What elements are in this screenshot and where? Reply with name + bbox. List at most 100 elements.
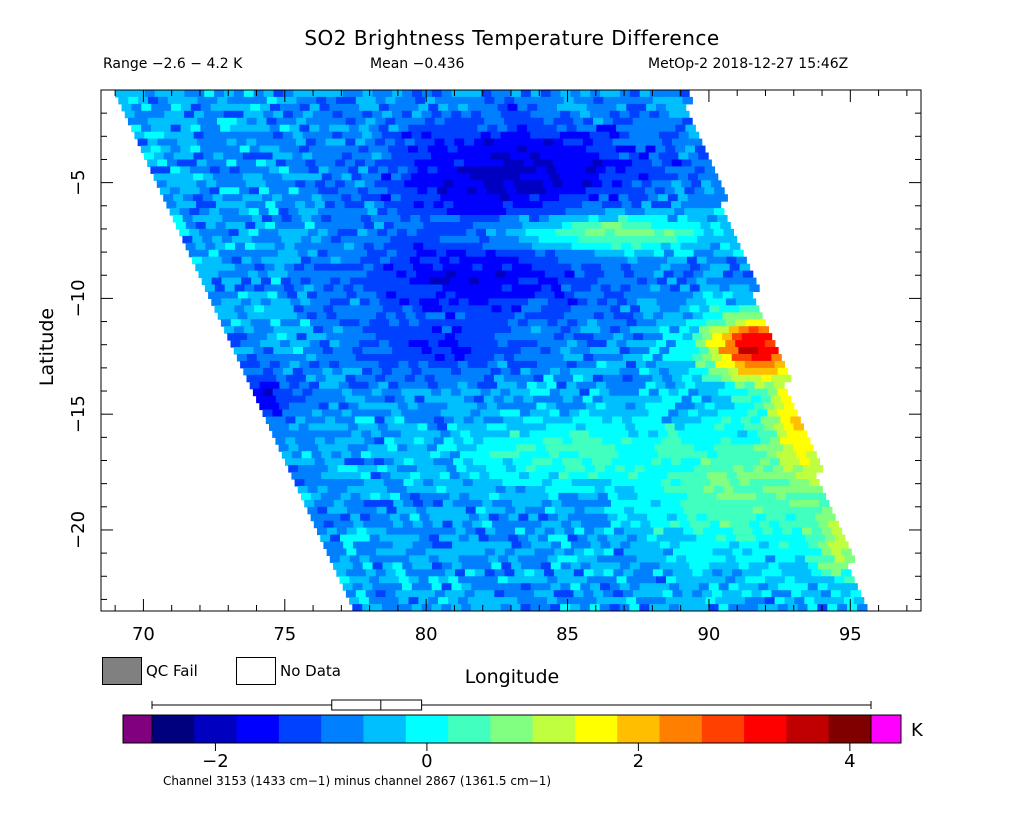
heatmap-cell (434, 138, 445, 147)
heatmap-cell (765, 513, 777, 522)
heatmap-cell (309, 145, 320, 154)
heatmap-cell (719, 305, 730, 313)
heatmap-cell (303, 305, 314, 313)
heatmap-cell (401, 347, 413, 355)
heatmap-cell (639, 583, 651, 591)
heatmap-cell (397, 402, 409, 411)
heatmap-cell (154, 90, 166, 98)
heatmap-cell (270, 277, 282, 286)
heatmap-cell (328, 423, 339, 431)
heatmap-cell (256, 374, 267, 383)
heatmap-cell (349, 103, 360, 112)
heatmap-cell (473, 437, 484, 445)
heatmap-cell (461, 604, 472, 611)
heatmap-cell (256, 96, 268, 105)
heatmap-cell (331, 173, 343, 181)
heatmap-cell (482, 520, 493, 529)
heatmap-cell (582, 180, 593, 188)
heatmap-cell (509, 430, 521, 438)
heatmap-cell (196, 180, 207, 188)
heatmap-cell (821, 569, 832, 577)
heatmap-cell (170, 166, 181, 174)
heatmap-cell (598, 173, 610, 181)
heatmap-cell (470, 409, 481, 417)
heatmap-cell (601, 201, 613, 209)
heatmap-cell (475, 506, 487, 515)
heatmap-cell (766, 472, 777, 480)
heatmap-cell (646, 597, 657, 605)
heatmap-cell (224, 284, 236, 292)
heatmap-cell (728, 562, 740, 570)
heatmap-cell (377, 228, 388, 237)
heatmap-cell (711, 374, 723, 383)
heatmap-cell (377, 444, 388, 452)
heatmap-cell (777, 409, 788, 417)
heatmap-cell (583, 590, 594, 598)
heatmap-cell (255, 180, 267, 188)
heatmap-cell (716, 298, 727, 306)
heatmap-cell (708, 583, 720, 591)
heatmap-cell (687, 451, 698, 459)
heatmap-cell (278, 208, 289, 216)
heatmap-cell (528, 235, 540, 244)
heatmap-cell (305, 159, 316, 167)
heatmap-cell (718, 583, 730, 591)
heatmap-cell (678, 152, 689, 160)
heatmap-cell (638, 388, 650, 397)
heatmap-cell (370, 256, 381, 265)
heatmap-cell (654, 249, 665, 258)
heatmap-cell (307, 486, 319, 494)
heatmap-cell (282, 409, 293, 417)
heatmap-cell (393, 222, 405, 230)
heatmap-cell (357, 486, 368, 494)
satellite-time-text: MetOp-2 2018-12-27 15:46Z (648, 56, 849, 72)
heatmap-cell (432, 305, 443, 313)
heatmap-cell (337, 249, 348, 258)
heatmap-cell (266, 333, 278, 341)
heatmap-cell (482, 284, 493, 292)
heatmap-cell (273, 367, 284, 376)
heatmap-cell (312, 152, 323, 160)
heatmap-cell (636, 576, 647, 584)
heatmap-cell (254, 305, 265, 313)
heatmap-cell (612, 374, 624, 383)
heatmap-cell (613, 312, 624, 320)
heatmap-cell (747, 409, 758, 417)
heatmap-cell (788, 583, 799, 591)
heatmap-cell (564, 312, 575, 320)
heatmap-cell (504, 590, 515, 598)
heatmap-cell (520, 90, 532, 98)
heatmap-cell (544, 312, 555, 320)
heatmap-cell (456, 486, 467, 494)
heatmap-cell (625, 423, 636, 431)
heatmap-cell (811, 527, 823, 536)
heatmap-cell (182, 235, 193, 244)
heatmap-cell (249, 124, 261, 133)
heatmap-cell (530, 90, 542, 98)
heatmap-cell (378, 145, 389, 154)
heatmap-cell (520, 604, 531, 611)
heatmap-cell (455, 312, 466, 320)
heatmap-cell (333, 562, 344, 570)
heatmap-cell (354, 201, 365, 209)
heatmap-cell (785, 555, 796, 563)
heatmap-cell (326, 527, 338, 536)
heatmap-cell (580, 347, 591, 355)
heatmap-cell (414, 416, 425, 424)
heatmap-cell (547, 298, 559, 306)
heatmap-cell (732, 527, 744, 536)
heatmap-cell (769, 520, 780, 529)
heatmap-cell (618, 194, 629, 202)
heatmap-cell (308, 402, 320, 411)
heatmap-cell (457, 423, 468, 431)
heatmap-cell (511, 284, 523, 292)
heatmap-cell (677, 215, 688, 223)
heatmap-cell (498, 319, 509, 327)
heatmap-cell (407, 402, 419, 411)
heatmap-cell (669, 305, 681, 313)
heatmap-cell (325, 374, 337, 383)
heatmap-cell (461, 90, 472, 98)
heatmap-cell (796, 430, 808, 438)
heatmap-cell (580, 284, 592, 292)
heatmap-cell (674, 187, 686, 195)
